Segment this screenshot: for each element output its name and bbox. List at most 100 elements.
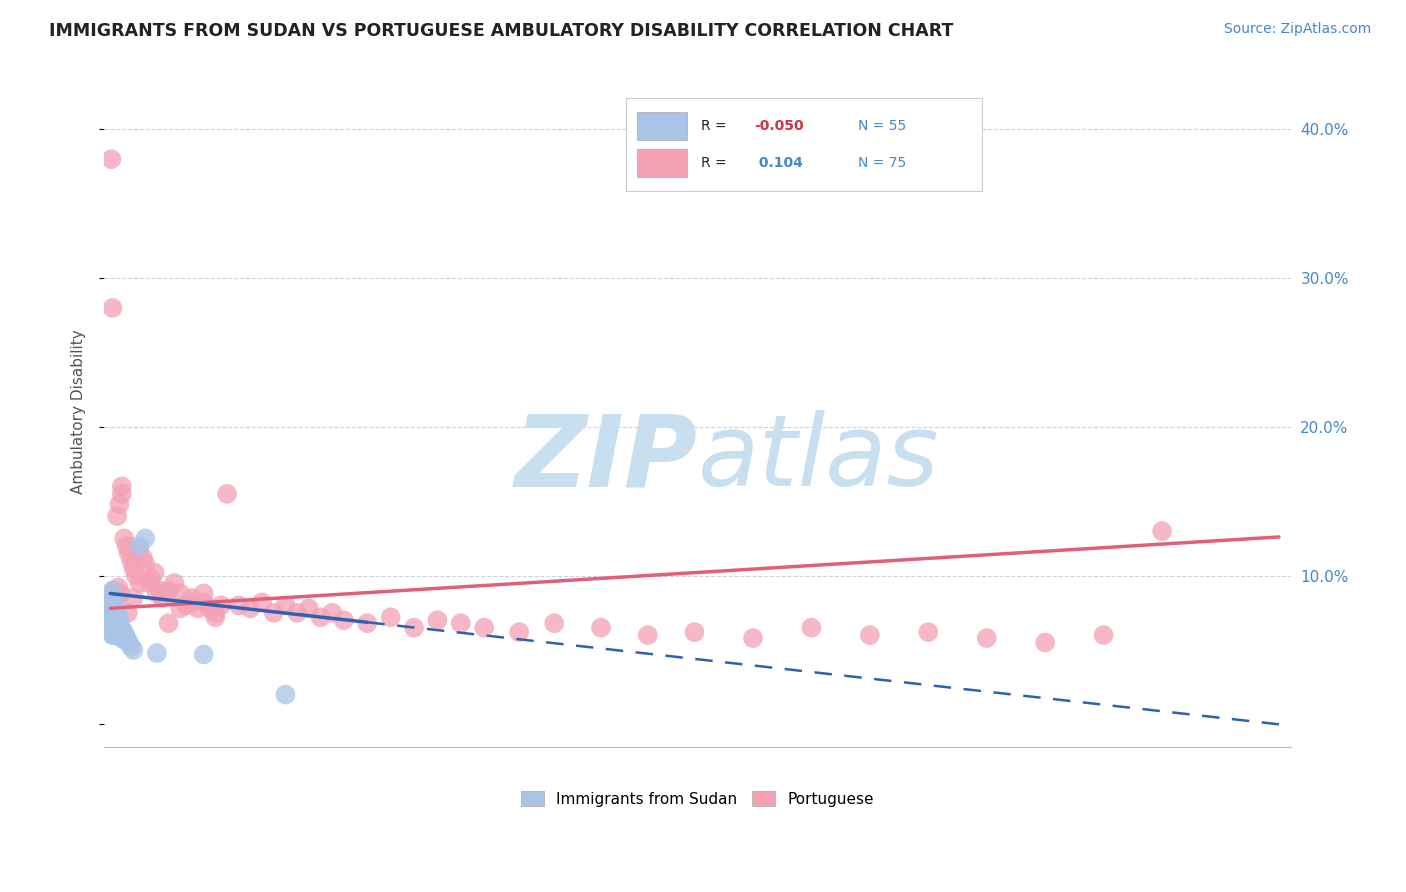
Point	[589, 621, 612, 635]
Point	[215, 487, 238, 501]
Point	[108, 610, 131, 624]
Point	[263, 606, 285, 620]
Point	[209, 599, 232, 613]
Point	[193, 586, 215, 600]
Point	[128, 539, 150, 553]
Point	[174, 599, 197, 613]
Point	[380, 610, 402, 624]
Point	[298, 601, 321, 615]
Point	[100, 606, 122, 620]
Point	[132, 550, 155, 565]
Point	[100, 599, 122, 613]
Point	[114, 628, 136, 642]
Point	[104, 621, 127, 635]
Point	[1033, 635, 1056, 649]
Point	[104, 586, 127, 600]
Point	[204, 606, 226, 620]
Point	[117, 634, 139, 648]
Point	[105, 606, 128, 620]
Point	[122, 591, 145, 605]
Point	[193, 648, 215, 662]
Point	[115, 631, 138, 645]
Point	[105, 613, 128, 627]
Point	[204, 610, 226, 624]
Point	[111, 624, 134, 638]
Point	[110, 628, 132, 642]
Point	[800, 621, 823, 635]
Point	[105, 509, 128, 524]
Point	[426, 613, 449, 627]
Text: ZIP: ZIP	[515, 410, 697, 508]
Point	[101, 599, 124, 613]
Point	[110, 621, 132, 635]
Point	[104, 628, 127, 642]
Point	[169, 601, 191, 615]
Point	[134, 557, 156, 571]
Point	[125, 568, 148, 582]
Text: Source: ZipAtlas.com: Source: ZipAtlas.com	[1223, 22, 1371, 37]
Point	[103, 583, 125, 598]
Point	[100, 153, 122, 167]
Point	[111, 624, 134, 638]
Point	[543, 616, 565, 631]
Point	[107, 621, 129, 635]
Point	[118, 635, 141, 649]
Point	[107, 581, 129, 595]
Point	[250, 595, 273, 609]
Point	[104, 610, 127, 624]
Point	[101, 591, 124, 605]
Point	[976, 631, 998, 645]
Point	[104, 625, 127, 640]
Point	[101, 628, 124, 642]
Point	[108, 625, 131, 640]
Point	[100, 621, 122, 635]
Point	[637, 628, 659, 642]
Point	[181, 595, 204, 609]
Point	[112, 632, 135, 647]
Point	[508, 625, 530, 640]
Point	[149, 583, 172, 598]
Point	[105, 621, 128, 635]
Point	[101, 606, 124, 620]
Point	[100, 613, 122, 627]
Point	[104, 599, 127, 613]
Point	[101, 621, 124, 635]
Point	[117, 606, 139, 620]
Point	[285, 606, 308, 620]
Point	[274, 599, 297, 613]
Point	[108, 617, 131, 632]
Point	[111, 487, 134, 501]
Legend: Immigrants from Sudan, Portuguese: Immigrants from Sudan, Portuguese	[515, 784, 880, 813]
Point	[128, 576, 150, 591]
Point	[157, 583, 180, 598]
Point	[103, 621, 125, 635]
Point	[122, 643, 145, 657]
Point	[146, 646, 169, 660]
Point	[104, 591, 127, 605]
Point	[115, 539, 138, 553]
Point	[112, 532, 135, 546]
Point	[111, 631, 134, 645]
Point	[187, 601, 209, 615]
Y-axis label: Ambulatory Disability: Ambulatory Disability	[72, 330, 86, 494]
Point	[103, 591, 125, 605]
Point	[356, 616, 378, 631]
Point	[169, 586, 191, 600]
Point	[103, 613, 125, 627]
Point	[139, 572, 162, 586]
Point	[333, 613, 356, 627]
Point	[193, 595, 215, 609]
Point	[309, 610, 332, 624]
Point	[100, 591, 122, 605]
Point	[146, 586, 169, 600]
Point	[105, 628, 128, 642]
Point	[917, 625, 939, 640]
Point	[103, 599, 125, 613]
Point	[163, 576, 186, 591]
Point	[104, 603, 127, 617]
Point	[321, 606, 343, 620]
Point	[104, 613, 127, 627]
Point	[107, 628, 129, 642]
Point	[143, 566, 166, 580]
Point	[122, 561, 145, 575]
